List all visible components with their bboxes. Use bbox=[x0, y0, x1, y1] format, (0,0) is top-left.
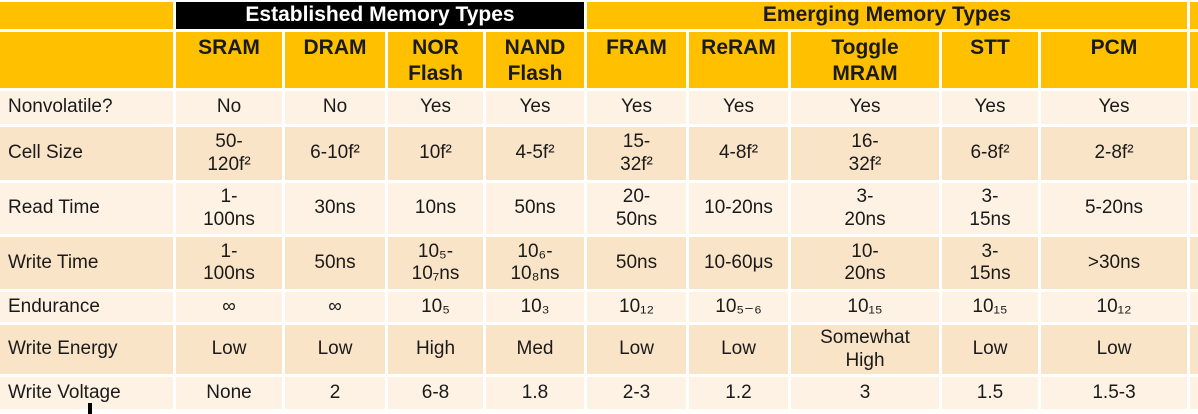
col-header-fram: FRAM bbox=[587, 32, 686, 88]
table-cell: Yes bbox=[1041, 91, 1187, 124]
table-cell: None bbox=[176, 377, 282, 409]
col-header-pcm: PCM bbox=[1041, 32, 1187, 88]
table-cell: Low bbox=[587, 325, 686, 374]
col-header-dram: DRAM bbox=[285, 32, 385, 88]
table-cell: 50- 120f² bbox=[176, 127, 282, 180]
table-cell: 15- 32f² bbox=[587, 127, 686, 180]
edge-sliver bbox=[1190, 237, 1198, 289]
group-header-established: Established Memory Types bbox=[176, 2, 584, 29]
table-cell: 4-5f² bbox=[486, 127, 584, 180]
table-cell: 4-8f² bbox=[689, 127, 788, 180]
table-cell: Yes bbox=[587, 91, 686, 124]
table-cell: 10₃ bbox=[486, 292, 584, 322]
table-cell: 2 bbox=[285, 377, 385, 409]
row-label-write-voltage: Write Voltage bbox=[0, 377, 173, 409]
col-header-toggle-mram: Toggle MRAM bbox=[791, 32, 939, 88]
table-cell: 3- 20ns bbox=[791, 183, 939, 234]
col-header-nor-flash: NOR Flash bbox=[388, 32, 483, 88]
table-cell: Yes bbox=[486, 91, 584, 124]
table-cell: 2-3 bbox=[587, 377, 686, 409]
table-cell: No bbox=[285, 91, 385, 124]
table-cell: No bbox=[176, 91, 282, 124]
table-cell: Somewhat High bbox=[791, 325, 939, 374]
edge-sliver bbox=[1190, 292, 1198, 322]
table-cell: Low bbox=[176, 325, 282, 374]
edge-sliver bbox=[1190, 91, 1198, 124]
table-cell: 3- 15ns bbox=[942, 237, 1038, 289]
cursor-artifact-tick bbox=[88, 403, 92, 414]
table-cell: 50ns bbox=[285, 237, 385, 289]
table-cell: 10-60μs bbox=[689, 237, 788, 289]
table-cell: 6-8 bbox=[388, 377, 483, 409]
table-cell: Yes bbox=[942, 91, 1038, 124]
table-cell: 1.2 bbox=[689, 377, 788, 409]
table-cell: 1.5 bbox=[942, 377, 1038, 409]
edge-sliver bbox=[1190, 183, 1198, 234]
table-cell: Low bbox=[689, 325, 788, 374]
edge-sliver bbox=[1190, 325, 1198, 374]
table-cell: 10₆- 10₈ns bbox=[486, 237, 584, 289]
table-cell: 5-20ns bbox=[1041, 183, 1187, 234]
table-cell: 16- 32f² bbox=[791, 127, 939, 180]
row-label-write-energy: Write Energy bbox=[0, 325, 173, 374]
table-cell: Low bbox=[1041, 325, 1187, 374]
table-cell: 1.5-3 bbox=[1041, 377, 1187, 409]
row-label-write-time: Write Time bbox=[0, 237, 173, 289]
table-cell: Yes bbox=[388, 91, 483, 124]
edge-sliver bbox=[1190, 127, 1198, 180]
row-label-cell-size: Cell Size bbox=[0, 127, 173, 180]
col-header-stt: STT bbox=[942, 32, 1038, 88]
table-cell: Yes bbox=[791, 91, 939, 124]
table-cell: 30ns bbox=[285, 183, 385, 234]
table-cell: 2-8f² bbox=[1041, 127, 1187, 180]
table-cell: 6-10f² bbox=[285, 127, 385, 180]
corner-cell-2 bbox=[0, 32, 173, 88]
row-label-endurance: Endurance bbox=[0, 292, 173, 322]
table-cell: 10ns bbox=[388, 183, 483, 234]
table-cell: 10f² bbox=[388, 127, 483, 180]
table-cell: Yes bbox=[689, 91, 788, 124]
table-cell: Med bbox=[486, 325, 584, 374]
table-cell: 50ns bbox=[486, 183, 584, 234]
table-cell: ∞ bbox=[176, 292, 282, 322]
table-cell: >30ns bbox=[1041, 237, 1187, 289]
table-cell: 20- 50ns bbox=[587, 183, 686, 234]
table-cell: 10₁₂ bbox=[587, 292, 686, 322]
table-cell: High bbox=[388, 325, 483, 374]
table-cell: 10₅ bbox=[388, 292, 483, 322]
group-header-emerging: Emerging Memory Types bbox=[587, 2, 1187, 29]
table-cell: 10₅₋₆ bbox=[689, 292, 788, 322]
table-cell: 10₁₅ bbox=[942, 292, 1038, 322]
table-cell: 1.8 bbox=[486, 377, 584, 409]
corner-cell bbox=[0, 2, 173, 29]
table-cell: 10- 20ns bbox=[791, 237, 939, 289]
row-label-read-time: Read Time bbox=[0, 183, 173, 234]
col-header-sram: SRAM bbox=[176, 32, 282, 88]
table-cell: 3- 15ns bbox=[942, 183, 1038, 234]
table-cell: Low bbox=[285, 325, 385, 374]
edge-sliver bbox=[1190, 377, 1198, 409]
table-cell: 10₁₅ bbox=[791, 292, 939, 322]
table-cell: 10₅- 10₇ns bbox=[388, 237, 483, 289]
table-cell: ∞ bbox=[285, 292, 385, 322]
col-header-reram: ReRAM bbox=[689, 32, 788, 88]
row-label-nonvolatile: Nonvolatile? bbox=[0, 91, 173, 124]
table-cell: 10₁₂ bbox=[1041, 292, 1187, 322]
edge-sliver bbox=[1190, 32, 1198, 88]
table-cell: 1- 100ns bbox=[176, 183, 282, 234]
col-header-nand-flash: NAND Flash bbox=[486, 32, 584, 88]
table-cell: 50ns bbox=[587, 237, 686, 289]
table-cell: Low bbox=[942, 325, 1038, 374]
table-cell: 1- 100ns bbox=[176, 237, 282, 289]
edge-sliver bbox=[1190, 2, 1198, 29]
table-cell: 6-8f² bbox=[942, 127, 1038, 180]
table-cell: 10-20ns bbox=[689, 183, 788, 234]
table-cell: 3 bbox=[791, 377, 939, 409]
